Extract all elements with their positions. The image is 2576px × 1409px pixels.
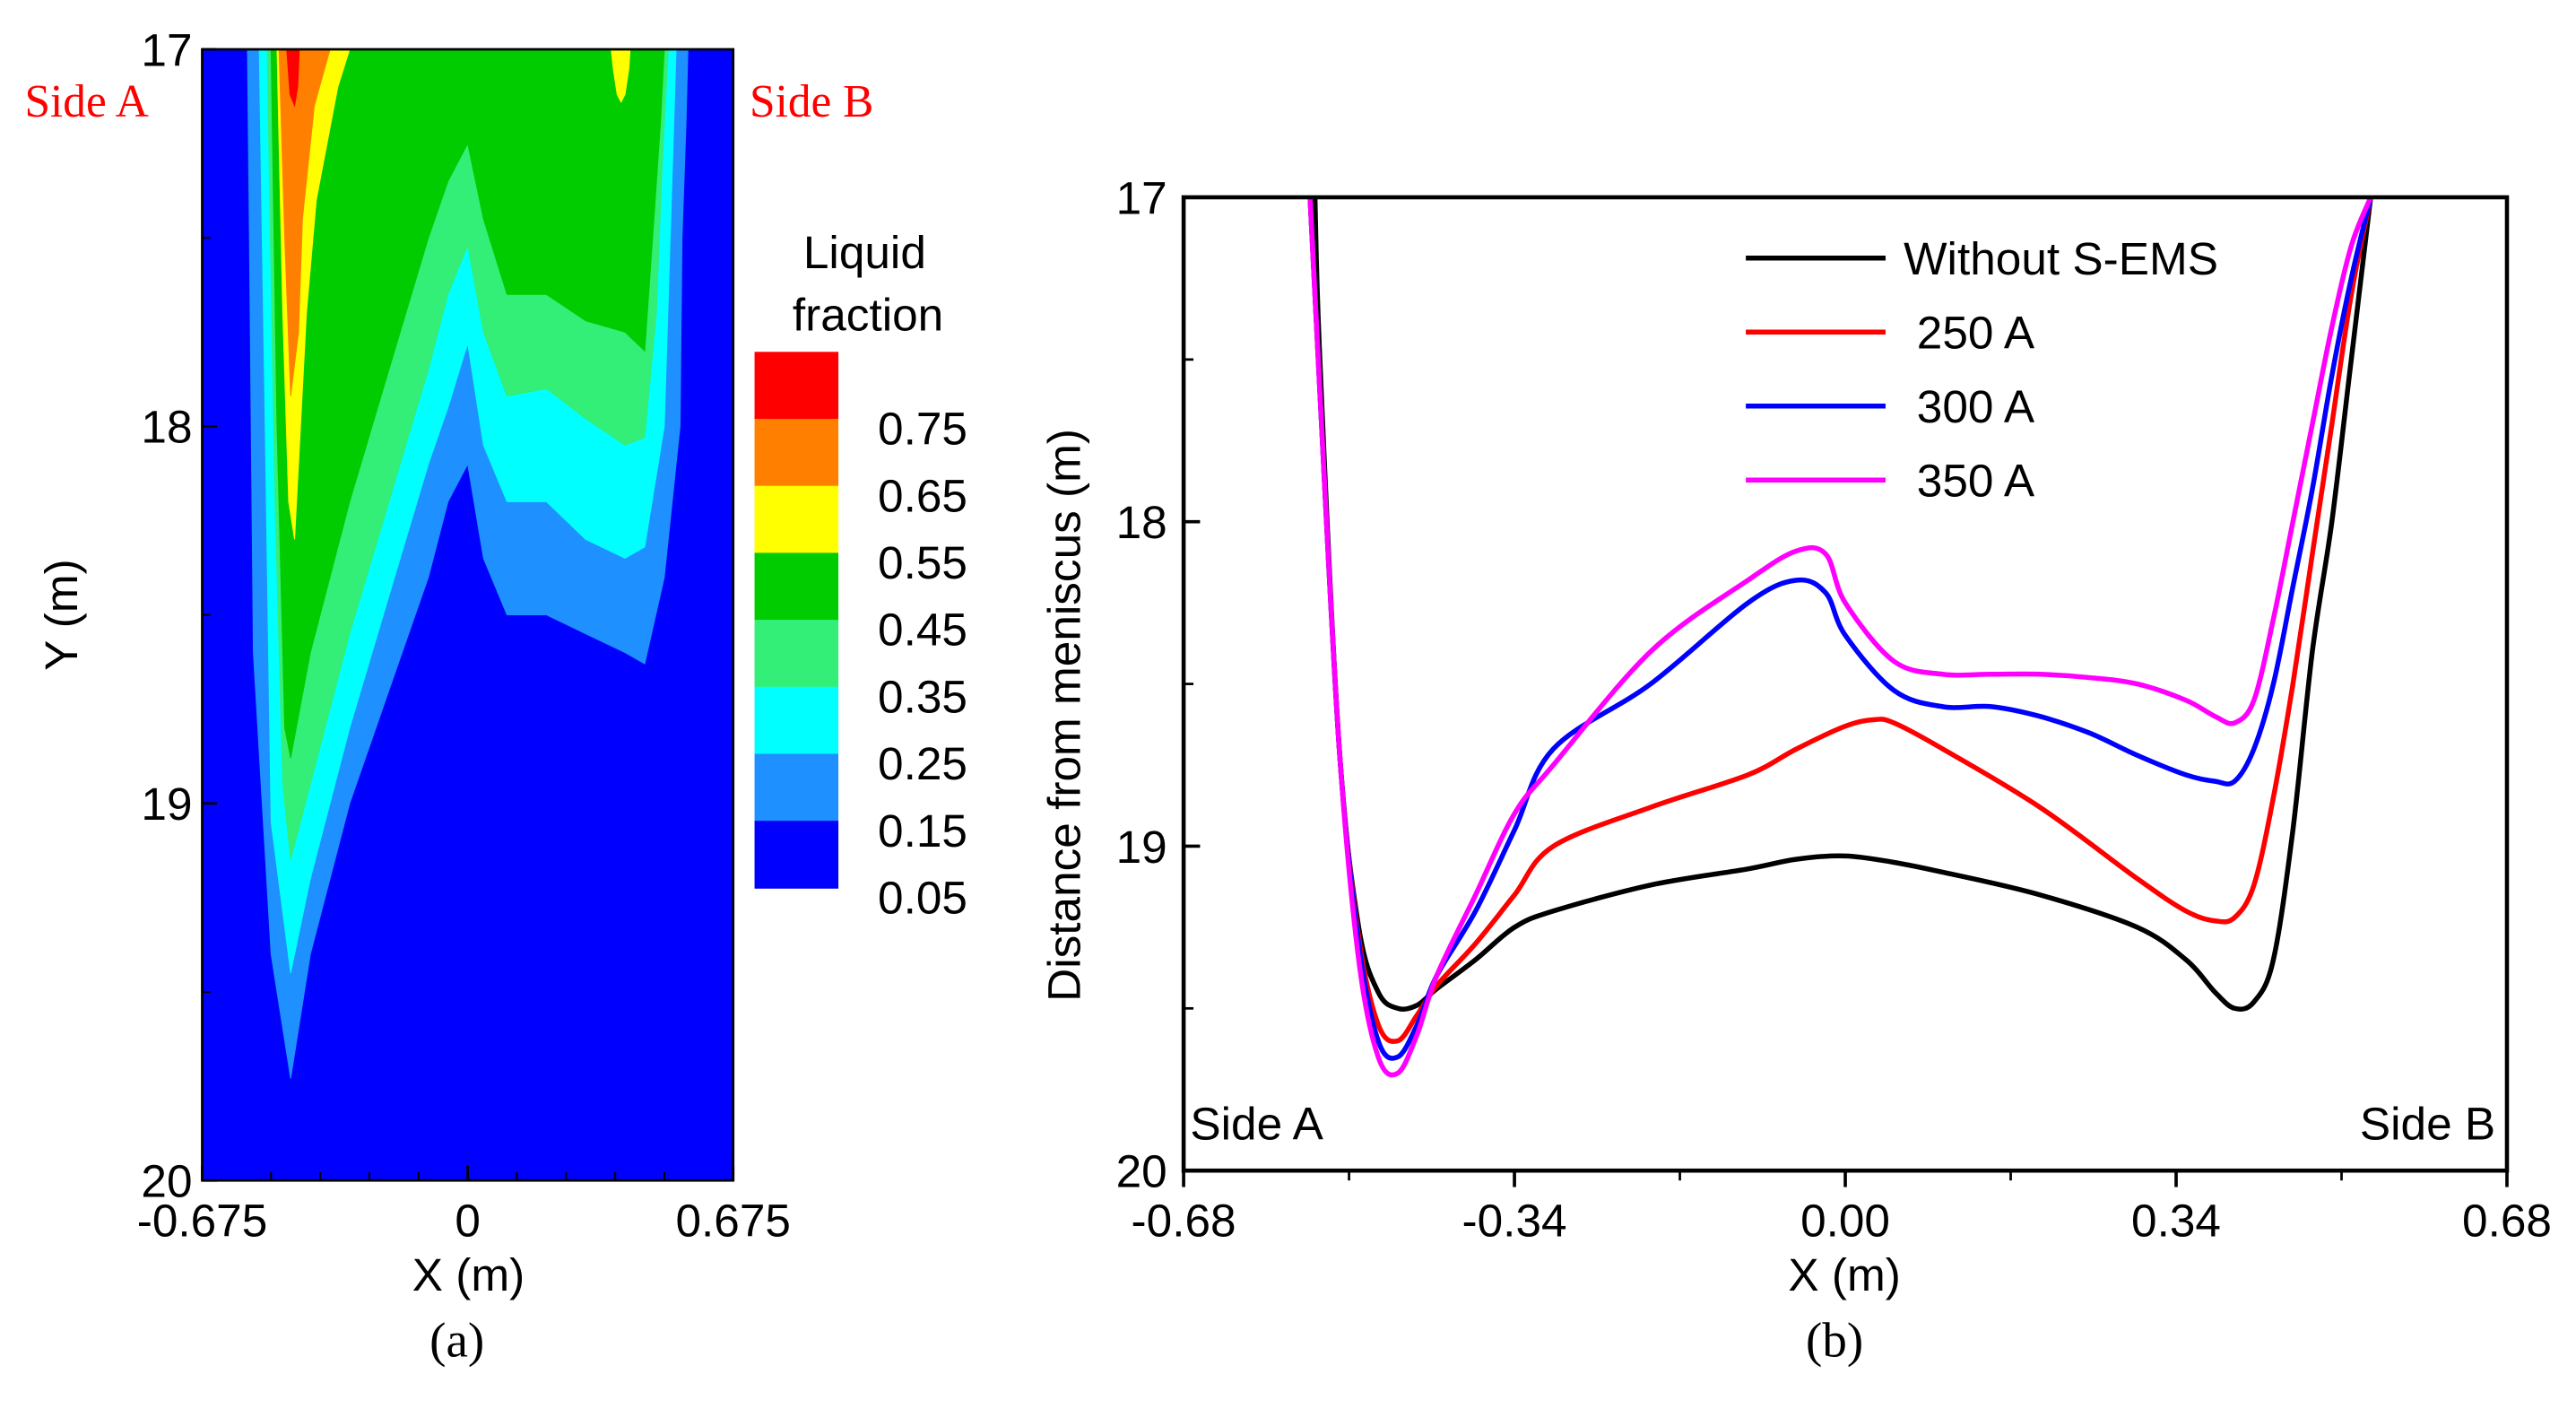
colorbar-swatch-005: [754, 821, 839, 889]
colorbar-label: 0.75: [878, 404, 967, 455]
colorbar-swatch-015: [754, 753, 839, 822]
colorbar-swatch-065: [754, 418, 839, 487]
contour-region-065-5: [278, 48, 331, 396]
colorbar-label: 0.35: [878, 671, 967, 722]
x-tick-label-b: 0.00: [1800, 1196, 1890, 1247]
y-tick-label-a: 19: [141, 778, 192, 830]
x-tick-label-b: -0.68: [1132, 1196, 1236, 1247]
y-tick-label-a: 18: [141, 402, 192, 453]
y-tick-label-b: 19: [1116, 822, 1167, 873]
side-a-label-b: Side A: [1190, 1098, 1323, 1149]
contour-layers: [247, 48, 689, 1079]
legend-label-2: 300 A: [1917, 381, 2035, 432]
x-tick-label-a: -0.675: [137, 1196, 268, 1247]
colorbar-label: 0.55: [878, 537, 967, 588]
panel-label-b: (b): [1806, 1312, 1863, 1367]
x-tick-label-a: 0: [455, 1196, 481, 1247]
y-tick-label-a: 20: [141, 1156, 192, 1207]
line-series: [1307, 196, 2373, 1078]
colorbar-swatch-025: [754, 686, 839, 755]
series-line-3: [1307, 196, 2373, 1078]
axis-ticks-b: 17 18 19 20-0.68 -0.34 0.00 0.34 0.68: [1116, 172, 2552, 1246]
colorbar-swatch-055: [754, 485, 839, 554]
y-tick-label-a: 17: [141, 24, 192, 75]
legend-title-line-2: fraction: [793, 289, 943, 340]
legend-label-1: 250 A: [1917, 308, 2035, 359]
contour-region-075-6: [286, 48, 300, 108]
y-tick-label-b: 17: [1116, 172, 1167, 223]
y-tick-label-b: 18: [1116, 497, 1167, 548]
colorbar-swatch-035: [754, 620, 839, 688]
x-tick-label-b: -0.34: [1462, 1196, 1567, 1247]
legend-label-0: Without S-EMS: [1904, 233, 2218, 284]
side-b-label-b: Side B: [2360, 1098, 2495, 1149]
x-tick-label-b: 0.34: [2131, 1196, 2221, 1247]
x-tick-label-b: 0.68: [2462, 1196, 2552, 1247]
colorbar-label: 0.05: [878, 873, 967, 924]
side-b-label: Side B: [750, 76, 873, 127]
series-line-2: [1307, 196, 2373, 1061]
y-axis-label-b: Distance from meniscus (m): [1039, 429, 1090, 1002]
contour-region-055-7: [611, 48, 631, 103]
y-axis-label-a: Y (m): [36, 559, 87, 671]
colorbar-label: 0.65: [878, 470, 967, 521]
legend-label-3: 350 A: [1917, 456, 2035, 507]
side-a-label: Side A: [25, 76, 149, 127]
x-axis-label-a: X (m): [412, 1249, 525, 1300]
colorbar-label: 0.25: [878, 738, 967, 789]
panel-label-a: (a): [429, 1312, 484, 1367]
panel-a: 17 18 19 20-0.675 0 0.675 Side A Side B Y (m)…: [25, 24, 967, 1367]
line-legend: Without S-EMS 250 A 300 A 350 A: [1746, 233, 2218, 507]
panel-b: 17 18 19 20-0.68 -0.34 0.00 0.34 0.68 Side A Si…: [1039, 172, 2552, 1367]
legend-title-line-1: Liquid: [803, 227, 926, 278]
x-axis-label-b: X (m): [1788, 1249, 1900, 1300]
axis-ticks-a: 17 18 19 20-0.675 0 0.675: [137, 24, 791, 1246]
colorbar-label: 0.15: [878, 805, 967, 857]
colorbar-label: 0.45: [878, 604, 967, 656]
colorbar-swatch-045: [754, 552, 839, 622]
colorbar: 0.75 0.65 0.55 0.45 0.35 0.25 0.15 0.05: [754, 352, 967, 924]
x-tick-label-a: 0.675: [675, 1196, 790, 1247]
y-tick-label-b: 20: [1116, 1146, 1167, 1197]
colorbar-swatch-075: [754, 352, 839, 420]
contour-region-045-3: [270, 48, 665, 759]
